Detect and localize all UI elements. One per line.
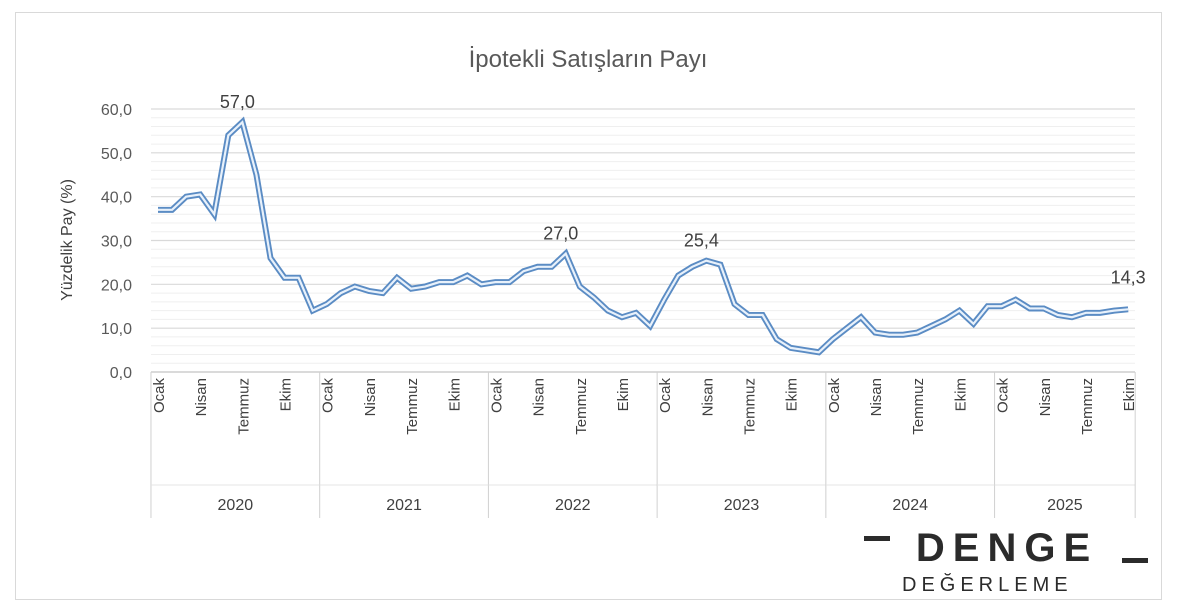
month-label: Nisan bbox=[1037, 378, 1054, 416]
month-label: Temmuz bbox=[235, 378, 252, 435]
y-tick-label: 0,0 bbox=[110, 365, 132, 382]
data-label: 27,0 bbox=[543, 224, 578, 244]
month-label: Ocak bbox=[151, 378, 168, 414]
month-label: Ekim bbox=[952, 378, 969, 411]
year-label: 2022 bbox=[555, 497, 591, 514]
series-line-inner bbox=[158, 120, 1129, 354]
month-label: Ekim bbox=[615, 378, 632, 411]
y-tick-label: 30,0 bbox=[101, 234, 132, 251]
month-label: Temmuz bbox=[404, 378, 421, 435]
y-tick-label: 60,0 bbox=[101, 102, 132, 119]
month-label: Ocak bbox=[657, 378, 674, 414]
year-label: 2021 bbox=[386, 497, 422, 514]
month-label: Ocak bbox=[488, 378, 505, 414]
y-axis-label: Yüzdelik Pay (%) bbox=[59, 179, 76, 301]
chart-frame bbox=[15, 12, 1162, 600]
data-label: 14,3 bbox=[1111, 267, 1146, 287]
y-tick-label: 40,0 bbox=[101, 190, 132, 207]
month-label: Ekim bbox=[1121, 378, 1138, 411]
month-label: Temmuz bbox=[1079, 378, 1096, 435]
data-label: 57,0 bbox=[220, 92, 255, 112]
month-label: Ocak bbox=[826, 378, 843, 414]
logo-name: DENGE bbox=[915, 526, 1099, 570]
month-label: Ekim bbox=[784, 378, 801, 411]
logo-subtitle: DEĞERLEME bbox=[902, 574, 1073, 596]
month-label: Ekim bbox=[278, 378, 295, 411]
series-line-outer bbox=[158, 116, 1129, 356]
month-label: Temmuz bbox=[910, 378, 927, 435]
month-label: Temmuz bbox=[742, 378, 759, 435]
month-label: Ocak bbox=[995, 378, 1012, 414]
chart-title: İpotekli Satışların Payı bbox=[469, 46, 708, 73]
month-label: Nisan bbox=[531, 378, 548, 416]
y-tick-label: 50,0 bbox=[101, 146, 132, 163]
y-tick-label: 10,0 bbox=[101, 321, 132, 338]
year-label: 2020 bbox=[218, 497, 254, 514]
month-label: Nisan bbox=[868, 378, 885, 416]
month-label: Ekim bbox=[446, 378, 463, 411]
denge-logo: DENGE DEĞERLEME bbox=[862, 526, 1152, 596]
y-tick-label: 20,0 bbox=[101, 277, 132, 294]
year-label: 2023 bbox=[724, 497, 760, 514]
year-label: 2025 bbox=[1047, 497, 1083, 514]
month-label: Temmuz bbox=[573, 378, 590, 435]
month-label: Nisan bbox=[362, 378, 379, 416]
month-label: Ocak bbox=[320, 378, 337, 414]
month-label: Nisan bbox=[699, 378, 716, 416]
month-label: Nisan bbox=[193, 378, 210, 416]
data-label: 25,4 bbox=[684, 231, 719, 251]
year-label: 2024 bbox=[892, 497, 928, 514]
